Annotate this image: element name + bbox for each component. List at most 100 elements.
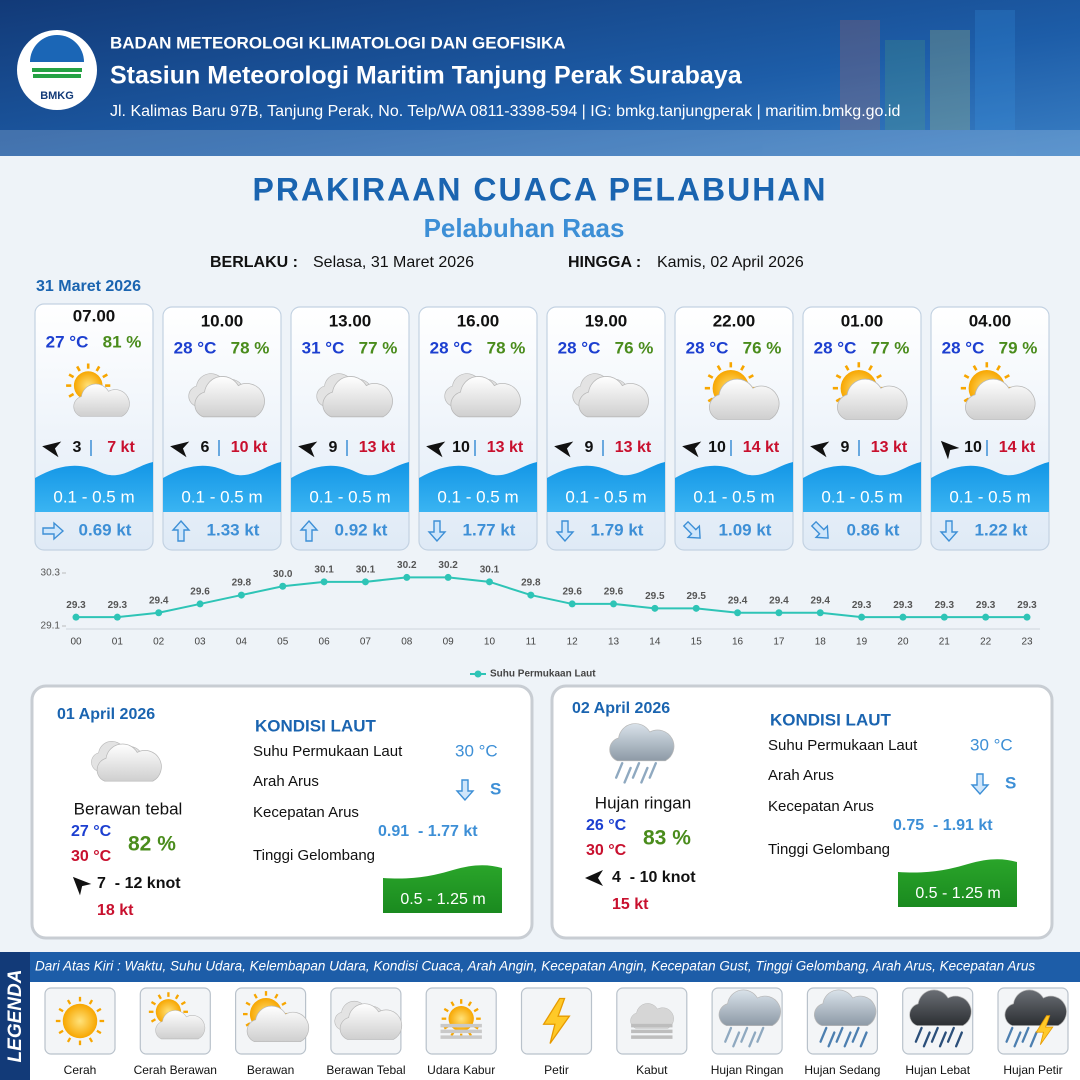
sea-area bbox=[163, 462, 281, 512]
humidity: 76 % bbox=[615, 338, 654, 357]
x-tick-label: 22 bbox=[980, 637, 992, 648]
cloud bbox=[155, 1010, 206, 1040]
forecast-card: 22.00 28 °C 76 % 10 14 kt 0.1 - 0.5 m 1.09 kt bbox=[674, 306, 794, 551]
rain bbox=[623, 766, 632, 784]
wind-arrow bbox=[298, 441, 318, 458]
rain bbox=[756, 1026, 765, 1043]
day-panel: 02 April 2026 KONDISI LAUT Hujan ringan 26 … bbox=[550, 684, 1054, 940]
forecast-card: 13.00 31 °C 77 % 9 13 kt 0.1 - 0.5 m 0.92 kt bbox=[290, 306, 410, 551]
sst-point bbox=[692, 604, 700, 612]
wind-arrow bbox=[170, 441, 190, 458]
rain bbox=[922, 1031, 931, 1048]
sun-ray bbox=[253, 993, 258, 999]
wave-height: 0.1 - 0.5 m bbox=[53, 487, 134, 506]
subtitle: Pelabuhan Raas bbox=[424, 213, 625, 243]
x-tick-label: 02 bbox=[153, 637, 165, 648]
rain bbox=[930, 1026, 939, 1043]
wind-arrow bbox=[810, 441, 830, 458]
air-temperature: 28 °C bbox=[814, 338, 857, 357]
current-arrow bbox=[939, 520, 959, 543]
sun-ray bbox=[68, 373, 75, 379]
rain bbox=[1021, 1026, 1030, 1043]
value-label: 30.2 bbox=[438, 560, 458, 571]
sst-point bbox=[320, 578, 328, 586]
rain bbox=[954, 1031, 964, 1048]
sun-ray bbox=[963, 374, 970, 379]
sst-point bbox=[858, 613, 866, 621]
legend-item: Cerah bbox=[64, 1063, 97, 1077]
legend-item: Hujan Ringan bbox=[711, 1063, 784, 1077]
time: 04.00 bbox=[969, 311, 1012, 330]
value-label: 29.4 bbox=[769, 595, 789, 606]
wave-label: Tinggi Gelombang bbox=[253, 847, 375, 864]
forecast-card: 10.00 28 °C 78 % 6 10 kt 0.1 - 0.5 m 1.33 kt bbox=[162, 306, 282, 551]
sst-point bbox=[610, 600, 618, 608]
legend-item: Hujan Lebat bbox=[905, 1063, 970, 1077]
wave-area bbox=[898, 859, 1017, 907]
sun-ray bbox=[274, 993, 279, 999]
time: 22.00 bbox=[713, 311, 756, 330]
sun-ray bbox=[66, 999, 72, 1005]
weather-icon bbox=[91, 741, 162, 782]
current-speed: 1.22 kt bbox=[975, 520, 1028, 539]
panel-box bbox=[30, 684, 534, 940]
value-label: 29.5 bbox=[686, 591, 706, 602]
sun-ray bbox=[66, 1037, 72, 1043]
x-tick-label: 21 bbox=[939, 637, 951, 648]
value-label: 29.3 bbox=[852, 600, 872, 611]
cloud bbox=[578, 376, 649, 418]
sun-ray bbox=[102, 373, 108, 379]
value-label: 29.3 bbox=[1017, 600, 1037, 611]
bolt bbox=[542, 997, 571, 1044]
gust: 15 kt bbox=[612, 896, 649, 913]
value-label: 29.8 bbox=[521, 578, 541, 589]
value-label: 30.1 bbox=[356, 564, 376, 575]
legend-item: Hujan Sedang bbox=[804, 1063, 880, 1077]
agency: BADAN METEOROLOGI KLIMATOLOGI DAN GEOFIS… bbox=[110, 33, 566, 52]
sun-ray bbox=[174, 994, 180, 1000]
wind-arrow bbox=[940, 440, 960, 460]
weather-icon bbox=[813, 989, 877, 1048]
value-label: 29.3 bbox=[893, 600, 913, 611]
legend-item: Berawan bbox=[247, 1063, 294, 1077]
rain bbox=[732, 1031, 741, 1048]
current-speed: 0.69 kt bbox=[79, 520, 132, 539]
humidity: 83 % bbox=[643, 827, 691, 850]
current-dir-label: Arah Arus bbox=[768, 767, 834, 784]
weather-icon bbox=[444, 373, 521, 418]
current-speed-label: Kecepatan Arus bbox=[253, 804, 359, 821]
legend-item: Petir bbox=[544, 1063, 569, 1077]
sst-point bbox=[155, 609, 163, 617]
air-temperature: 28 °C bbox=[558, 338, 601, 357]
current-speed: 0.75 - 1.91 kt bbox=[893, 817, 993, 834]
forecast-card: 04.00 28 °C 79 % 10 14 kt 0.1 - 0.5 m 1.22 kt bbox=[930, 306, 1050, 551]
rain bbox=[1029, 1031, 1038, 1048]
rain bbox=[631, 762, 641, 779]
rain bbox=[614, 762, 624, 779]
sst-point bbox=[527, 591, 535, 599]
temp-max: 30 °C bbox=[71, 848, 112, 865]
humidity: 76 % bbox=[743, 338, 782, 357]
humidity: 82 % bbox=[128, 833, 176, 856]
legend-header bbox=[30, 952, 1080, 982]
cloud bbox=[909, 989, 972, 1026]
sun-ray bbox=[835, 374, 842, 379]
wave-area bbox=[383, 865, 502, 913]
current-speed: 0.91 - 1.77 kt bbox=[378, 823, 478, 840]
current-arrow bbox=[42, 521, 65, 541]
sun-ray bbox=[157, 994, 162, 1000]
cloud bbox=[246, 1005, 310, 1043]
value-label: 29.4 bbox=[811, 595, 831, 606]
temp-min: 27 °C bbox=[71, 823, 112, 840]
value-label: 29.3 bbox=[976, 600, 996, 611]
wave-height: 0.1 - 0.5 m bbox=[821, 487, 902, 506]
x-tick-label: 10 bbox=[484, 637, 496, 648]
sun-ray bbox=[96, 1007, 102, 1013]
time: 01.00 bbox=[841, 311, 884, 330]
rain bbox=[740, 1026, 749, 1043]
sun-ray bbox=[150, 1018, 157, 1023]
x-tick-label: 06 bbox=[319, 637, 331, 648]
current-speed: 0.86 kt bbox=[847, 520, 900, 539]
wave-label: Tinggi Gelombang bbox=[768, 841, 890, 858]
weather-icon bbox=[188, 373, 265, 418]
